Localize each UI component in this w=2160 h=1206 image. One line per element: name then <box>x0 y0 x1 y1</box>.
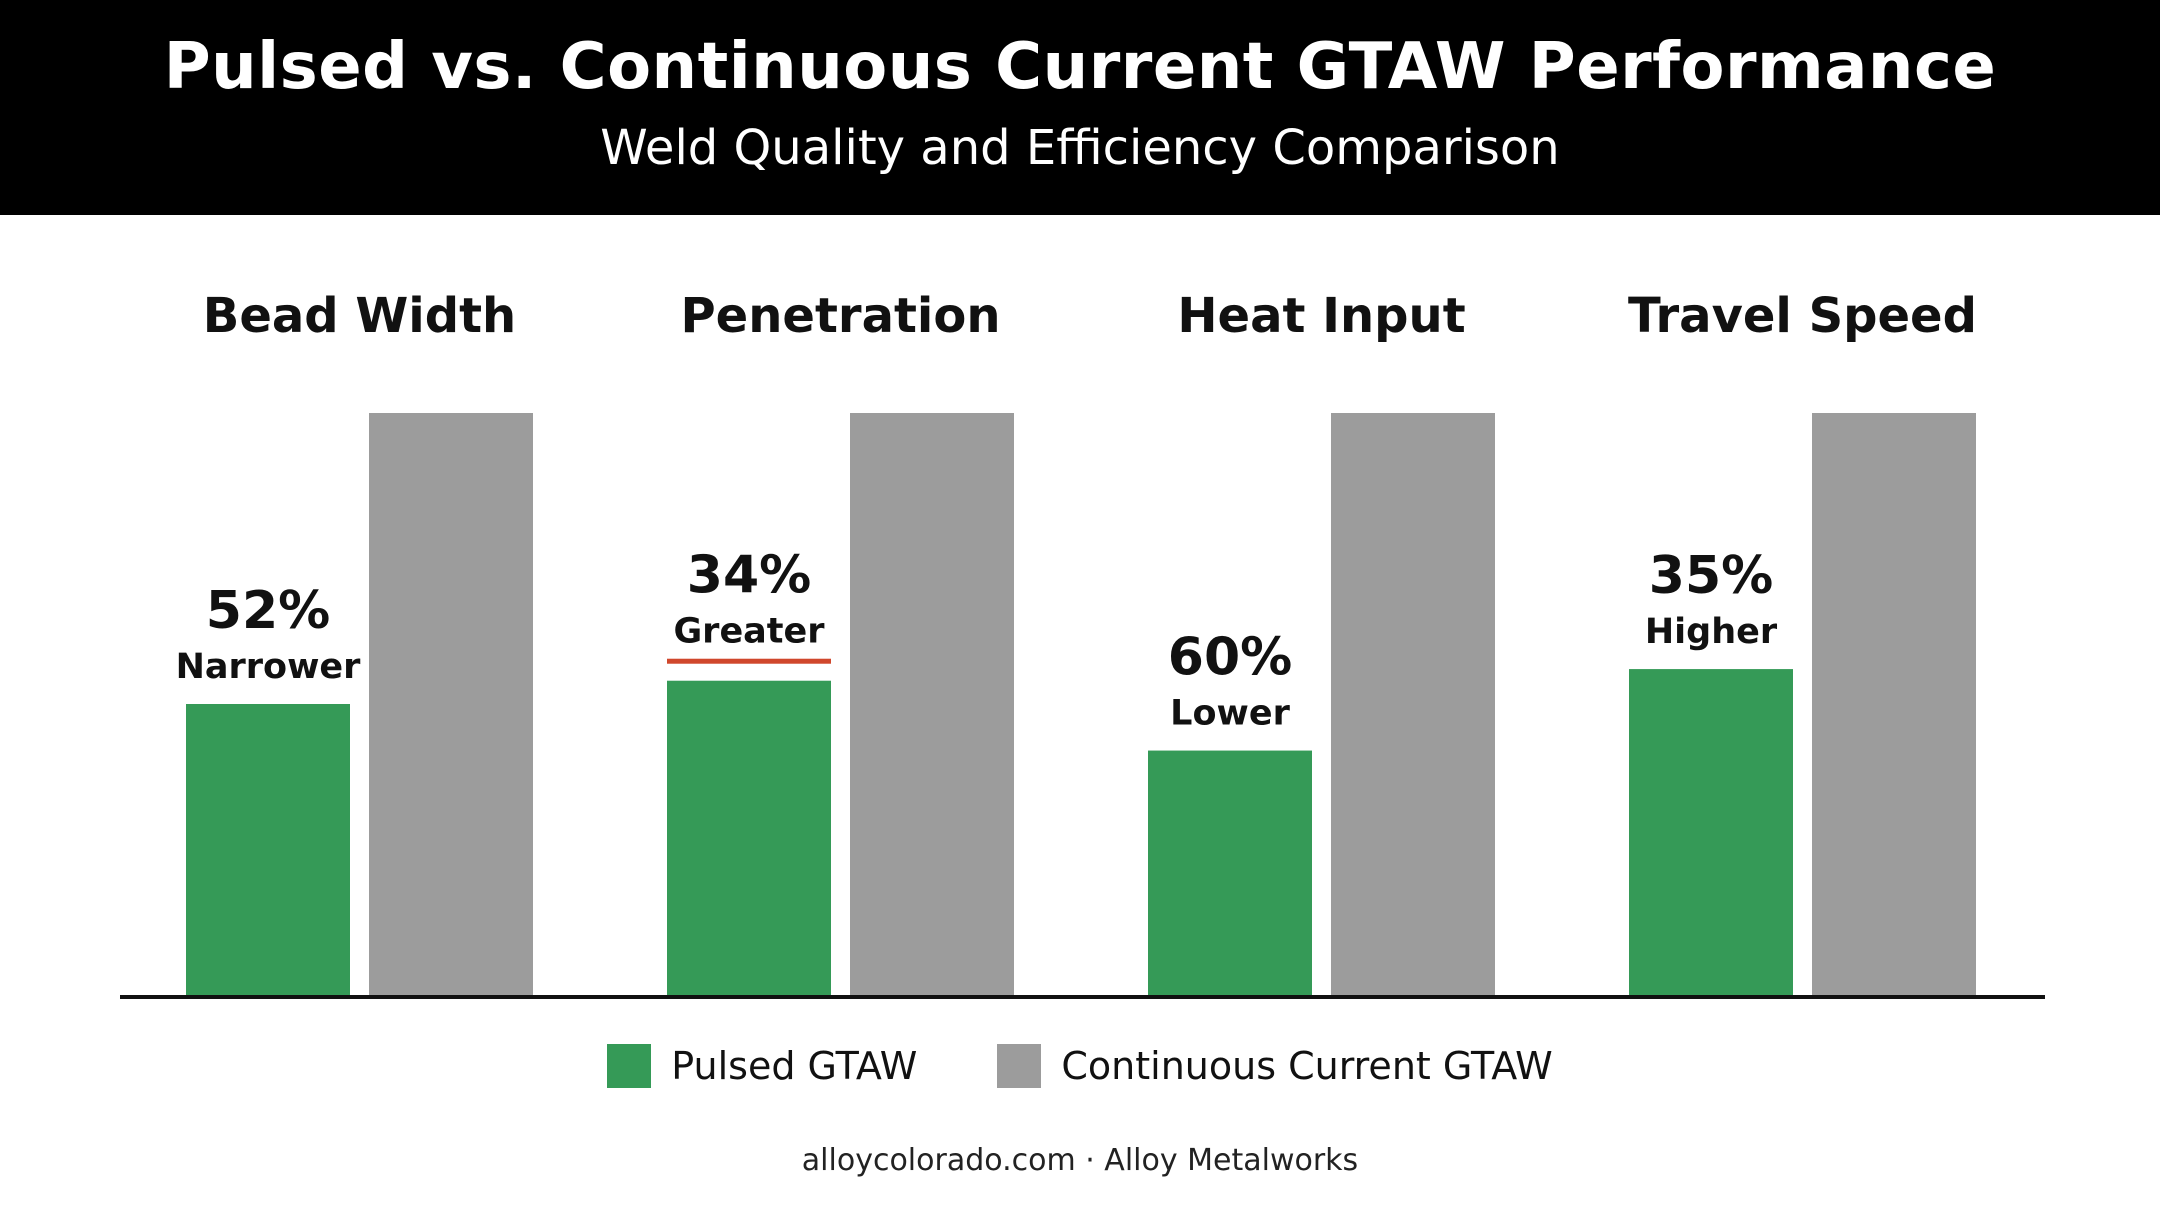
x-axis-baseline <box>120 995 2045 999</box>
chart-header: Pulsed vs. Continuous Current GTAW Perfo… <box>0 0 2160 215</box>
bar-pulsed-heat-input <box>1148 750 1312 995</box>
legend-swatch-continuous <box>997 1043 1042 1088</box>
chart-title: Pulsed vs. Continuous Current GTAW Perfo… <box>163 30 1997 104</box>
category-label-heat-input: Heat Input <box>1177 288 1465 344</box>
data-label-text-penetration: Greater <box>673 612 825 652</box>
bar-continuous-travel-speed <box>1812 413 1976 995</box>
legend-label-pulsed: Pulsed GTAW <box>671 1043 918 1088</box>
bar-pulsed-penetration <box>667 680 831 995</box>
category-label-penetration: Penetration <box>680 288 1000 344</box>
chart-subtitle: Weld Quality and Efficiency Comparison <box>600 120 1560 176</box>
bar-chart: Bead Width 52% Narrower Penetration 34% Great… <box>120 288 2045 999</box>
bar-continuous-penetration <box>850 413 1014 995</box>
bar-pulsed-bead-width <box>186 704 350 995</box>
data-label-text-heat-input: Lower <box>1170 694 1290 734</box>
chart-legend: Pulsed GTAW Continuous Current GTAW <box>0 1043 2160 1088</box>
legend-swatch-pulsed <box>607 1043 652 1088</box>
data-label-value-travel-speed: 35% <box>1649 546 1773 606</box>
data-label-value-bead-width: 52% <box>206 581 330 641</box>
bar-pulsed-travel-speed <box>1629 669 1793 995</box>
legend-item-continuous: Continuous Current GTAW <box>997 1043 1553 1088</box>
highlight-underline-penetration <box>667 658 831 664</box>
footer-credit: alloycolorado.com · Alloy Metalworks <box>801 1143 1359 1178</box>
legend-label-continuous: Continuous Current GTAW <box>1061 1043 1553 1088</box>
data-label-value-penetration: 34% <box>687 546 811 606</box>
bar-continuous-bead-width <box>369 413 533 995</box>
bar-continuous-heat-input <box>1331 413 1495 995</box>
data-label-text-travel-speed: Higher <box>1645 612 1778 652</box>
data-label-value-heat-input: 60% <box>1168 628 1292 688</box>
legend-item-pulsed: Pulsed GTAW <box>607 1043 918 1088</box>
category-label-travel-speed: Travel Speed <box>1628 288 1977 344</box>
category-label-bead-width: Bead Width <box>203 288 516 344</box>
data-label-text-bead-width: Narrower <box>176 647 362 687</box>
